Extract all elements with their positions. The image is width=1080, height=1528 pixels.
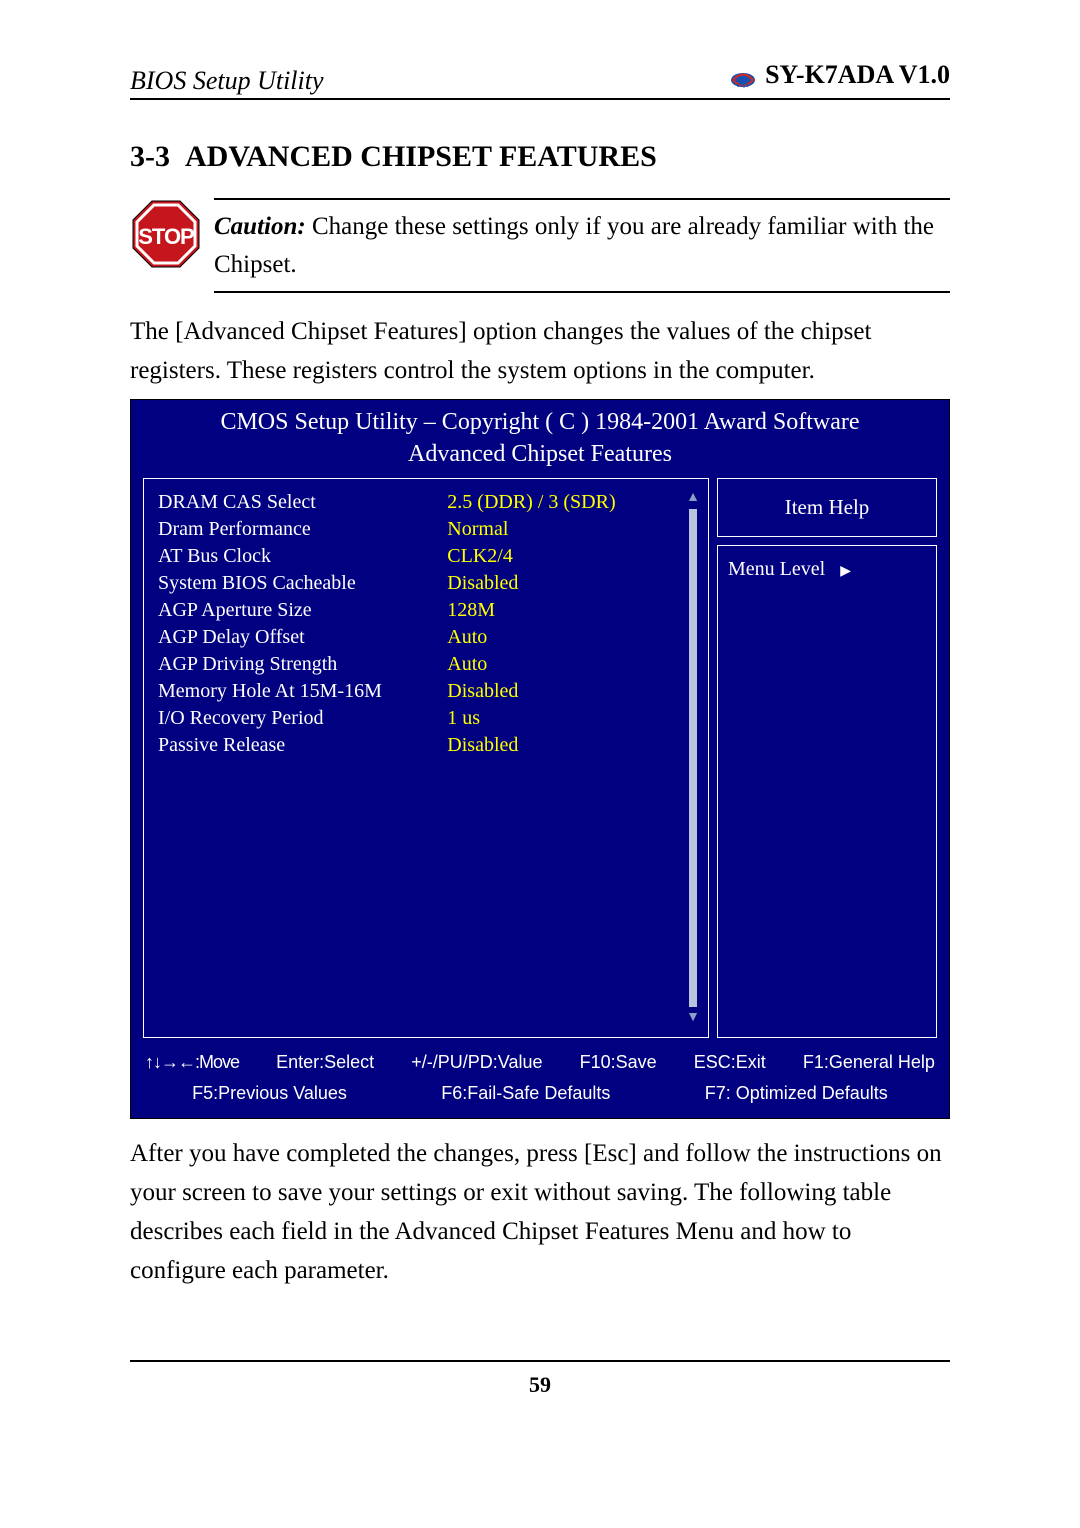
- bios-footer-row2: F5:Previous Values F6:Fail-Safe Defaults…: [145, 1083, 935, 1104]
- header-model: SY-K7ADA V1.0: [765, 60, 950, 90]
- bios-title-line1: CMOS Setup Utility – Copyright ( C ) 198…: [139, 406, 941, 438]
- setting-value[interactable]: Normal: [447, 516, 684, 543]
- bios-title-line2: Advanced Chipset Features: [139, 438, 941, 470]
- setting-value[interactable]: Disabled: [447, 570, 684, 597]
- menu-level-label: Menu Level: [728, 558, 825, 580]
- section-number: 3-3: [130, 140, 170, 173]
- bios-main: DRAM CAS Select Dram Performance AT Bus …: [131, 478, 949, 1044]
- setting-value[interactable]: 1 us: [447, 705, 684, 732]
- intro-paragraph: The [Advanced Chipset Features] option c…: [130, 313, 950, 391]
- setting-value[interactable]: Auto: [447, 651, 684, 678]
- hint-save: F10:Save: [580, 1052, 657, 1073]
- bios-help-panel: Item Help Menu Level ▶: [717, 478, 937, 1038]
- setting-label[interactable]: Passive Release: [158, 732, 447, 759]
- bios-screen: CMOS Setup Utility – Copyright ( C ) 198…: [130, 399, 950, 1120]
- setting-label[interactable]: Dram Performance: [158, 516, 447, 543]
- scroll-up-icon[interactable]: ▲: [686, 491, 700, 505]
- setting-label[interactable]: DRAM CAS Select: [158, 489, 447, 516]
- setting-label[interactable]: AGP Delay Offset: [158, 624, 447, 651]
- header-right: soyo SY-K7ADA V1.0: [729, 60, 950, 90]
- menu-level-arrow-icon: ▶: [840, 563, 851, 580]
- hint-f7: F7: Optimized Defaults: [705, 1083, 888, 1104]
- outro-paragraph: After you have completed the changes, pr…: [130, 1135, 950, 1290]
- caution-text: Caution: Change these settings only if y…: [214, 198, 950, 293]
- hint-move: ↑↓→←:Move: [145, 1052, 239, 1073]
- hint-f5: F5:Previous Values: [192, 1083, 347, 1104]
- caution-block: STOP Caution: Change these settings only…: [130, 198, 950, 293]
- header-left: BIOS Setup Utility: [130, 66, 324, 96]
- setting-value[interactable]: 128M: [447, 597, 684, 624]
- hint-f1: F1:General Help: [803, 1052, 935, 1073]
- setting-label[interactable]: I/O Recovery Period: [158, 705, 447, 732]
- bios-title: CMOS Setup Utility – Copyright ( C ) 198…: [131, 400, 949, 479]
- page-number: 59: [130, 1360, 950, 1398]
- setting-value[interactable]: 2.5 (DDR) / 3 (SDR): [447, 489, 684, 516]
- scroll-down-icon[interactable]: ▼: [686, 1011, 700, 1025]
- setting-label[interactable]: AGP Driving Strength: [158, 651, 447, 678]
- item-help-body: Menu Level ▶: [717, 545, 937, 1038]
- hint-value: +/-/PU/PD:Value: [411, 1052, 542, 1073]
- setting-value[interactable]: CLK2/4: [447, 543, 684, 570]
- section-title-text: ADVANCED CHIPSET FEATURES: [185, 140, 657, 173]
- caution-label: Caution:: [214, 213, 306, 240]
- bios-setting-values: 2.5 (DDR) / 3 (SDR) Normal CLK2/4 Disabl…: [447, 489, 684, 1027]
- scroll-track[interactable]: [689, 509, 697, 1007]
- setting-label[interactable]: AT Bus Clock: [158, 543, 447, 570]
- hint-esc: ESC:Exit: [694, 1052, 766, 1073]
- section-heading: 3-3 ADVANCED CHIPSET FEATURES: [130, 140, 950, 174]
- stop-sign-icon: STOP: [130, 198, 202, 270]
- scrollbar[interactable]: ▲ ▼: [684, 489, 702, 1027]
- hint-enter: Enter:Select: [276, 1052, 374, 1073]
- svg-text:soyo: soyo: [737, 83, 749, 89]
- hint-f6: F6:Fail-Safe Defaults: [441, 1083, 610, 1104]
- setting-value[interactable]: Auto: [447, 624, 684, 651]
- bios-settings-panel: DRAM CAS Select Dram Performance AT Bus …: [143, 478, 709, 1038]
- bios-setting-labels: DRAM CAS Select Dram Performance AT Bus …: [158, 489, 447, 1027]
- caution-body: Change these settings only if you are al…: [214, 213, 934, 278]
- setting-label[interactable]: Memory Hole At 15M-16M: [158, 678, 447, 705]
- setting-value[interactable]: Disabled: [447, 732, 684, 759]
- soyo-logo-icon: soyo: [729, 66, 757, 84]
- setting-label[interactable]: System BIOS Cacheable: [158, 570, 447, 597]
- page-header: BIOS Setup Utility soyo SY-K7ADA V1.0: [130, 60, 950, 100]
- setting-label[interactable]: AGP Aperture Size: [158, 597, 447, 624]
- setting-value[interactable]: Disabled: [447, 678, 684, 705]
- item-help-title: Item Help: [717, 478, 937, 537]
- bios-footer: ↑↓→←:Move Enter:Select +/-/PU/PD:Value F…: [131, 1044, 949, 1118]
- svg-text:STOP: STOP: [138, 224, 194, 249]
- bios-footer-row1: ↑↓→←:Move Enter:Select +/-/PU/PD:Value F…: [145, 1052, 935, 1073]
